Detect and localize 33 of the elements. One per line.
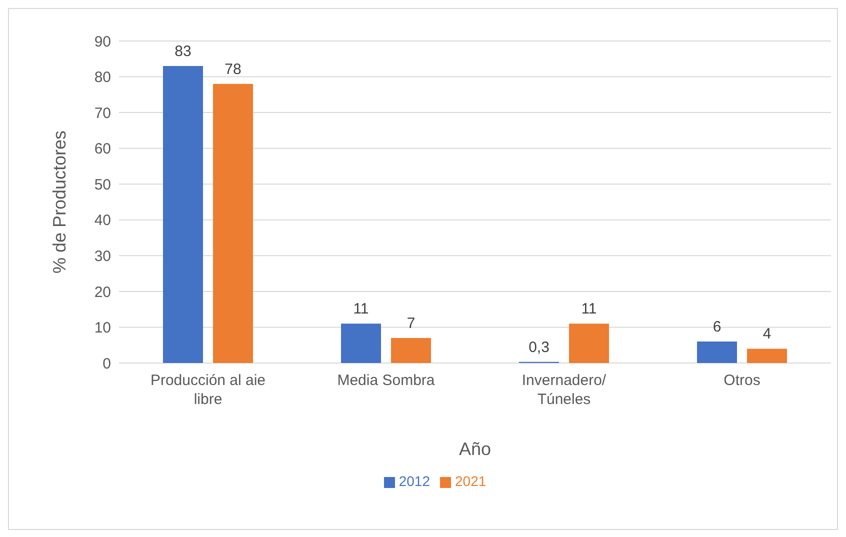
- data-label: 6: [712, 318, 722, 336]
- x-tick-label: Producción al aie libre: [150, 372, 266, 408]
- y-tick-label: 30: [94, 248, 111, 265]
- data-label: 11: [353, 300, 369, 318]
- data-label: 4: [762, 326, 772, 343]
- bar: [697, 342, 737, 363]
- y-tick-label: 40: [94, 212, 111, 230]
- legend-label: 2012: [398, 473, 430, 489]
- y-tick-label: 0: [102, 355, 111, 372]
- y-tick-label: 50: [94, 176, 111, 194]
- bar: [569, 324, 609, 363]
- y-tick-label: 90: [94, 33, 111, 50]
- x-axis-title: Año: [458, 439, 492, 459]
- bar: [213, 84, 253, 363]
- data-label: 7: [406, 314, 416, 332]
- y-tick-label: 70: [94, 104, 111, 122]
- legend-label: 2021: [455, 473, 486, 489]
- data-label: 78: [224, 60, 242, 78]
- y-tick-label: 80: [94, 69, 111, 86]
- bar: [163, 66, 203, 363]
- x-tick-label: Invernadero/ Túneles: [522, 372, 607, 408]
- bar: [747, 348, 787, 363]
- y-tick-label: 10: [94, 320, 111, 337]
- data-label: 11: [581, 300, 597, 318]
- data-label: 0,3: [528, 338, 550, 356]
- y-axis-title: % de Productores: [49, 130, 70, 274]
- bar: [341, 324, 381, 363]
- bar: [391, 338, 431, 363]
- y-tick-label: 20: [94, 284, 111, 301]
- x-tick-label: Otros: [724, 372, 760, 389]
- data-label: 83: [174, 43, 192, 60]
- y-tick-label: 60: [94, 140, 111, 158]
- x-tick-label: Media Sombra: [337, 372, 436, 389]
